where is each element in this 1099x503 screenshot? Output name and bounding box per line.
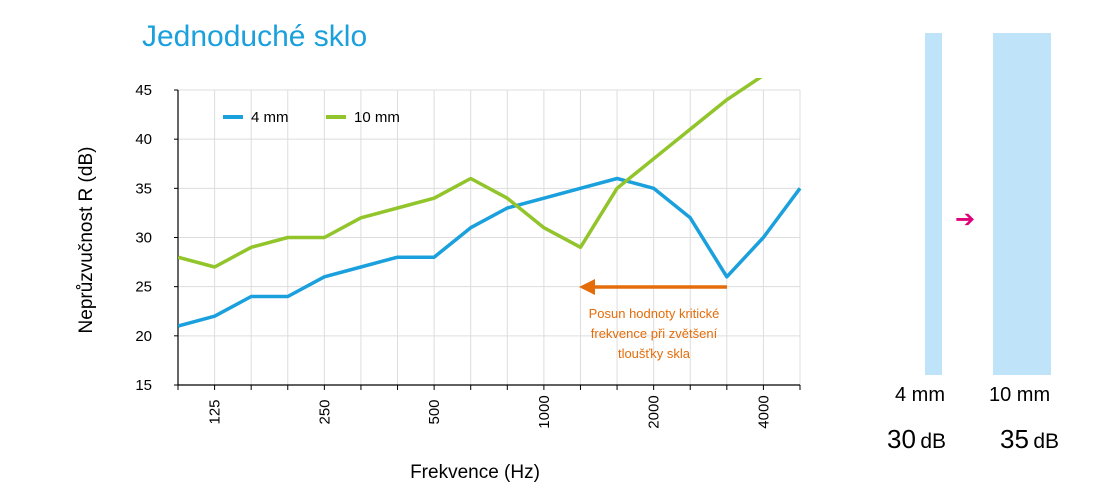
y-tick-label: 25: [135, 279, 152, 296]
db-number-4mm: 30: [887, 424, 916, 454]
x-tick-label: 1000: [536, 395, 553, 428]
db-unit-10mm: dB: [1033, 430, 1060, 453]
pane-arrow-icon: ➔: [955, 205, 976, 233]
legend-label: 4 mm: [251, 109, 289, 126]
y-tick-label: 20: [135, 328, 152, 345]
y-tick-label: 40: [135, 131, 152, 148]
db-value-4mm: 30 dB: [887, 424, 946, 455]
y-tick-label: 35: [135, 180, 152, 197]
annotation-text-line: tloušťky skla: [618, 346, 691, 361]
glass-pane-4mm: [925, 33, 942, 375]
x-axis-label: Frekvence (Hz): [410, 462, 540, 483]
x-tick-label: 125: [207, 399, 224, 424]
db-unit-4mm: dB: [920, 430, 947, 453]
db-number-10mm: 35: [1000, 424, 1029, 454]
x-tick-label: 2000: [646, 395, 663, 428]
x-tick-label: 500: [426, 399, 443, 424]
y-tick-label: 15: [135, 377, 152, 394]
x-tick-label: 4000: [755, 395, 772, 428]
pane-4mm-label: 4 mm: [895, 384, 945, 406]
series-line-4mm: [178, 176, 802, 328]
y-tick-label: 45: [135, 82, 152, 99]
series-line-10mm: [178, 78, 763, 269]
glass-pane-10mm: [993, 33, 1051, 375]
db-value-10mm: 35 dB: [1000, 424, 1059, 455]
y-axis-label: Neprůzvučnost R (dB): [76, 147, 97, 334]
chart-title: Jednoduché sklo: [142, 20, 368, 53]
legend-label: 10 mm: [354, 109, 400, 126]
y-tick-label: 30: [135, 230, 152, 247]
x-tick-label: 250: [316, 399, 333, 424]
annotation-text-line: frekvence při zvětšení: [591, 326, 718, 341]
pane-10mm-label: 10 mm: [989, 384, 1051, 406]
annotation-text-line: Posun hodnoty kritické: [589, 306, 720, 321]
annotation-arrow-head: [579, 279, 595, 295]
